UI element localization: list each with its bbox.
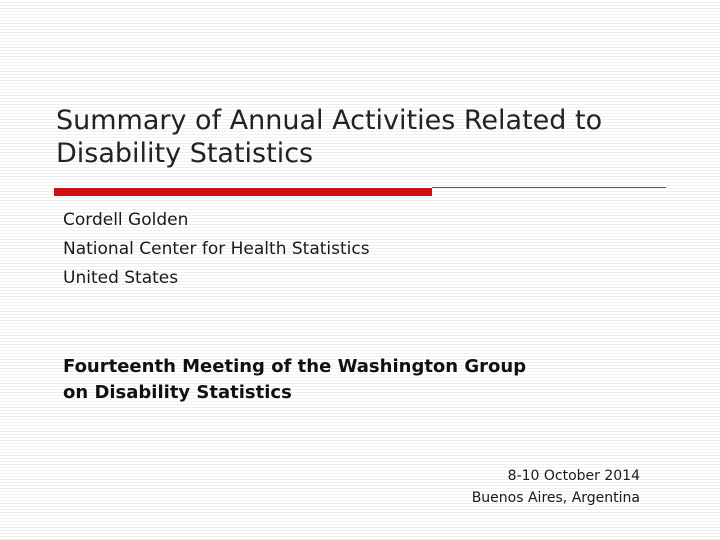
slide-title: Summary of Annual Activities Related to … (56, 104, 656, 170)
meeting-line-2: on Disability Statistics (63, 382, 292, 403)
event-location: Buenos Aires, Argentina (471, 490, 640, 506)
event-dates: 8-10 October 2014 (507, 468, 640, 484)
meeting-line-1: Fourteenth Meeting of the Washington Gro… (63, 356, 527, 377)
title-divider-thin (432, 187, 666, 188)
presenter-country: United States (63, 268, 179, 288)
title-line-1: Summary of Annual Activities Related to (56, 105, 603, 136)
presenter-name: Cordell Golden (63, 210, 189, 230)
meeting-title: Fourteenth Meeting of the Washington Gro… (63, 354, 643, 406)
presenter-block: Cordell Golden National Center for Healt… (63, 206, 623, 293)
title-divider-thick (54, 188, 432, 196)
title-line-2: Disability Statistics (56, 138, 314, 169)
event-details: 8-10 October 2014 Buenos Aires, Argentin… (472, 465, 640, 509)
presenter-organization: National Center for Health Statistics (63, 239, 370, 259)
